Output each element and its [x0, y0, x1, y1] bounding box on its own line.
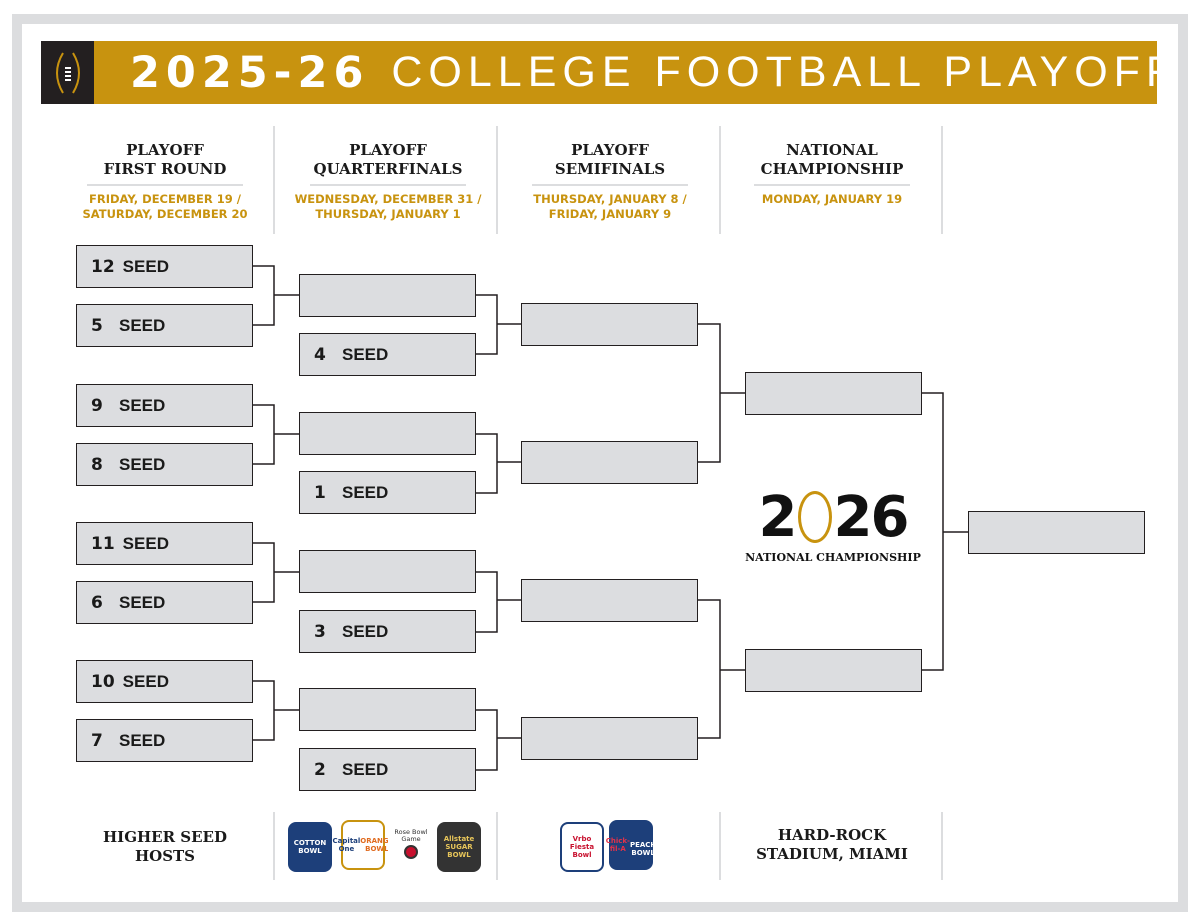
quarterfinal-winner-slot[interactable]	[299, 550, 476, 593]
seed-number: 11	[91, 533, 115, 554]
round-date: MONDAY, JANUARY 19	[761, 192, 903, 206]
seed-label: SEED	[342, 621, 389, 641]
quarterfinal-bye-slot[interactable]: 1 SEED	[299, 471, 476, 514]
seed-number: 7	[91, 730, 103, 751]
first-round-slot[interactable]: 12 SEED	[76, 245, 253, 288]
first-round-slot[interactable]: 7 SEED	[76, 719, 253, 762]
divider	[719, 126, 721, 234]
seed-label: SEED	[122, 671, 169, 691]
sugar-bowl-logo: Allstate SUGAR BOWL	[437, 822, 481, 872]
round-name: PLAYOFF	[349, 141, 427, 159]
seed-number: 1	[314, 482, 326, 503]
quarterfinal-winner-slot[interactable]	[299, 274, 476, 317]
rose-bowl-name: Rose Bowl Game	[394, 828, 428, 843]
first-round-slot[interactable]: 11 SEED	[76, 522, 253, 565]
first-round-host: HIGHER SEED HOSTS	[65, 828, 265, 866]
football-icon	[797, 490, 832, 543]
round-name: CHAMPIONSHIP	[760, 160, 904, 178]
seed-number: 2	[314, 759, 326, 780]
round-header-semifinals: PLAYOFF SEMIFINALS THURSDAY, JANUARY 8 /F…	[510, 141, 710, 222]
seed-number: 12	[91, 256, 115, 277]
first-round-slot[interactable]: 6 SEED	[76, 581, 253, 624]
fiesta-bowl-logo: Vrbo Fiesta Bowl	[560, 822, 604, 872]
championship-logo-subtitle: NATIONAL CHAMPIONSHIP	[745, 551, 921, 564]
seed-label: SEED	[342, 482, 389, 502]
quarterfinal-winner-slot[interactable]	[299, 688, 476, 731]
title-year: 2025-26	[130, 47, 370, 98]
championship-venue: HARD-ROCK STADIUM, MIAMI	[732, 826, 932, 864]
divider	[941, 126, 943, 234]
seed-label: SEED	[119, 730, 166, 750]
orange-bowl-logo: Capital One ORANGE BOWL	[333, 820, 393, 870]
seed-label: SEED	[122, 256, 169, 276]
football-icon	[55, 51, 80, 94]
rose-bowl-logo: Rose Bowl Game	[388, 818, 434, 872]
seed-number: 4	[314, 344, 326, 365]
semifinal-slot[interactable]	[521, 579, 698, 622]
national-championship-logo: 2 26 NATIONAL CHAMPIONSHIP	[745, 485, 921, 565]
divider	[273, 126, 275, 234]
seed-number: 3	[314, 621, 326, 642]
quarterfinal-bye-slot[interactable]: 3 SEED	[299, 610, 476, 653]
seed-number: 10	[91, 671, 115, 692]
round-name: PLAYOFF	[571, 141, 649, 159]
round-header-first-round: PLAYOFF FIRST ROUND FRIDAY, DECEMBER 19 /…	[65, 141, 265, 222]
round-date: SATURDAY, DECEMBER 20	[82, 207, 248, 221]
round-date: FRIDAY, DECEMBER 19 /	[89, 192, 241, 206]
round-header-championship: NATIONAL CHAMPIONSHIP MONDAY, JANUARY 19	[732, 141, 932, 207]
seed-label: SEED	[342, 759, 389, 779]
round-header-quarterfinals: PLAYOFF QUARTERFINALS WEDNESDAY, DECEMBER…	[288, 141, 488, 222]
round-name: FIRST ROUND	[103, 160, 227, 178]
seed-number: 9	[91, 395, 103, 416]
semifinal-slot[interactable]	[521, 717, 698, 760]
first-round-slot[interactable]: 5 SEED	[76, 304, 253, 347]
round-name: QUARTERFINALS	[313, 160, 463, 178]
seed-number: 8	[91, 454, 103, 475]
host-text: HOSTS	[134, 847, 196, 865]
quarterfinal-bye-slot[interactable]: 4 SEED	[299, 333, 476, 376]
divider	[496, 126, 498, 234]
divider	[496, 812, 498, 880]
seed-label: SEED	[119, 454, 166, 474]
semifinal-slot[interactable]	[521, 441, 698, 484]
round-name: SEMIFINALS	[554, 160, 666, 178]
venue-text: STADIUM, MIAMI	[756, 845, 908, 863]
championship-slot[interactable]	[745, 649, 922, 692]
cotton-bowl-logo: COTTON BOWL	[288, 822, 332, 872]
first-round-slot[interactable]: 10 SEED	[76, 660, 253, 703]
round-name: NATIONAL	[786, 141, 878, 159]
peach-bowl-logo: Chick-fil-A PEACH BOWL	[606, 820, 656, 870]
host-text: HIGHER SEED	[103, 828, 227, 846]
quarterfinal-bye-slot[interactable]: 2 SEED	[299, 748, 476, 791]
rose-icon	[404, 845, 418, 859]
seed-label: SEED	[119, 315, 166, 335]
championship-slot[interactable]	[745, 372, 922, 415]
round-name: PLAYOFF	[126, 141, 204, 159]
seed-label: SEED	[119, 592, 166, 612]
cfp-logo	[41, 41, 94, 104]
page-title: COLLEGE FOOTBALL PLAYOFF	[391, 48, 1179, 96]
seed-number: 5	[91, 315, 103, 336]
title-bar: 2025-26 COLLEGE FOOTBALL PLAYOFF	[94, 41, 1172, 104]
quarterfinal-winner-slot[interactable]	[299, 412, 476, 455]
round-date: THURSDAY, JANUARY 1	[315, 207, 461, 221]
divider	[719, 812, 721, 880]
round-date: FRIDAY, JANUARY 9	[548, 207, 672, 221]
divider	[273, 812, 275, 880]
champion-slot[interactable]	[968, 511, 1145, 554]
championship-year-logo: 2 26	[758, 485, 910, 550]
seed-label: SEED	[122, 533, 169, 553]
first-round-slot[interactable]: 9 SEED	[76, 384, 253, 427]
first-round-slot[interactable]: 8 SEED	[76, 443, 253, 486]
round-date: WEDNESDAY, DECEMBER 31 /	[294, 192, 482, 206]
seed-label: SEED	[342, 344, 389, 364]
seed-number: 6	[91, 592, 103, 613]
round-date: THURSDAY, JANUARY 8 /	[533, 192, 687, 206]
semifinal-slot[interactable]	[521, 303, 698, 346]
divider	[941, 812, 943, 880]
venue-text: HARD-ROCK	[777, 826, 887, 844]
seed-label: SEED	[119, 395, 166, 415]
